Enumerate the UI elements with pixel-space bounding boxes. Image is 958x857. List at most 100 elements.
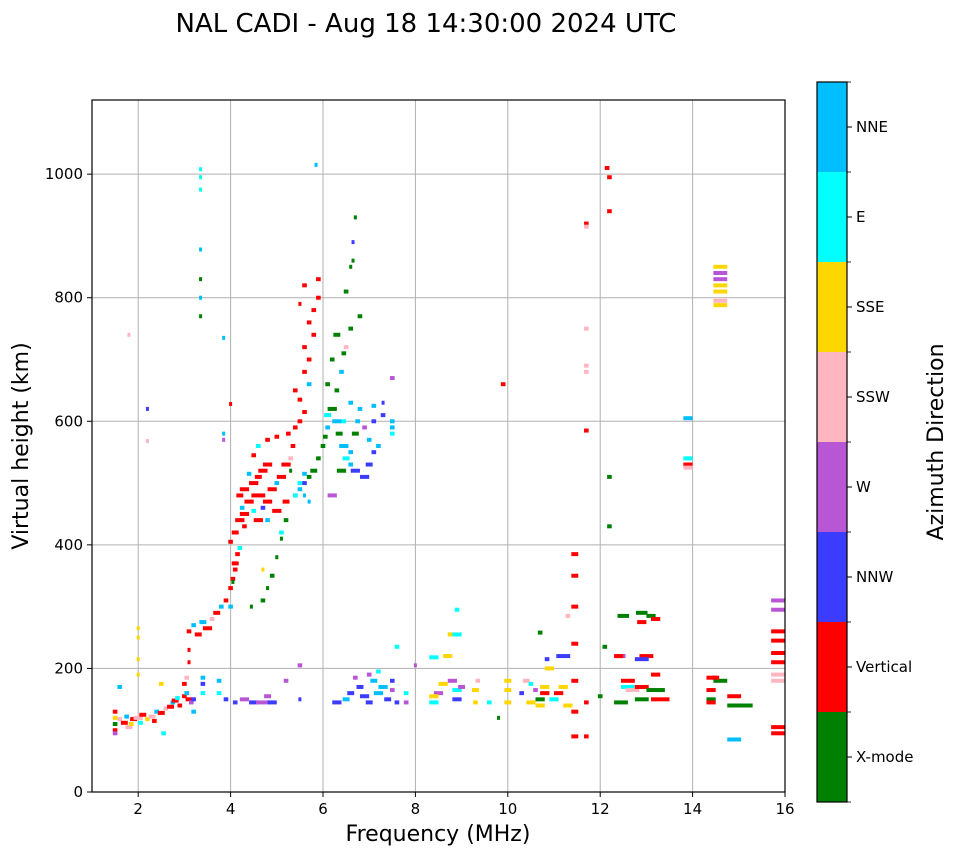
colorbar: X-mode Vertical NNW W SSW SSE E NNE	[816, 81, 913, 803]
data-point	[184, 691, 190, 696]
data-point	[558, 684, 568, 689]
data-point	[327, 493, 337, 498]
data-point	[389, 419, 395, 424]
data-point	[242, 524, 247, 529]
data-point	[504, 700, 512, 705]
data-point	[727, 737, 742, 742]
data-point	[571, 678, 579, 683]
data-point	[614, 654, 624, 659]
data-point	[289, 468, 293, 473]
data-point	[232, 567, 238, 572]
data-point	[571, 552, 579, 557]
data-point	[260, 598, 266, 603]
data-point	[261, 567, 265, 572]
data-point	[683, 465, 693, 470]
data-point	[378, 684, 388, 689]
data-point	[223, 697, 229, 702]
data-point	[125, 725, 133, 730]
data-point	[348, 326, 354, 331]
data-point	[262, 499, 273, 504]
data-point	[323, 434, 328, 439]
data-point	[222, 431, 226, 436]
data-point	[235, 552, 240, 557]
data-point	[139, 712, 147, 717]
data-point	[182, 681, 187, 686]
data-point	[239, 697, 250, 702]
data-point	[128, 722, 134, 727]
data-point	[584, 369, 589, 374]
data-point	[549, 697, 559, 702]
data-point	[607, 524, 612, 529]
y-tick-label: 200	[54, 659, 83, 677]
data-point	[292, 425, 298, 430]
data-point	[540, 684, 550, 689]
data-point	[771, 629, 785, 634]
data-point	[199, 247, 203, 252]
data-point	[571, 604, 579, 609]
data-point	[350, 468, 360, 473]
data-point	[371, 450, 377, 455]
data-point	[403, 691, 409, 696]
data-point	[228, 604, 233, 609]
data-point	[265, 437, 270, 442]
data-point	[175, 696, 180, 701]
colorbar-tick-label: W	[856, 478, 871, 496]
colorbar-tick-label: E	[856, 208, 865, 226]
y-axis-ticks: 0 200 400 600 800 1000	[45, 165, 92, 801]
data-point	[200, 675, 206, 680]
data-point	[497, 715, 501, 720]
data-point	[713, 271, 728, 275]
data-point	[713, 289, 728, 294]
data-point	[231, 561, 239, 566]
data-point	[389, 688, 395, 693]
data-point	[158, 681, 164, 686]
data-point	[389, 678, 395, 683]
data-point	[357, 406, 363, 411]
data-point	[276, 474, 287, 479]
data-point	[286, 431, 291, 436]
data-point	[324, 413, 332, 418]
data-point	[199, 175, 203, 180]
data-point	[634, 657, 649, 662]
data-point	[256, 444, 261, 448]
data-point	[209, 617, 215, 621]
data-point	[384, 697, 392, 702]
data-point	[447, 678, 457, 683]
data-point	[597, 694, 603, 699]
data-point	[607, 209, 612, 214]
data-point	[184, 675, 190, 680]
data-point	[279, 536, 283, 541]
x-tick-label: 10	[498, 800, 517, 818]
data-point	[389, 376, 395, 381]
data-point	[279, 530, 284, 535]
data-point	[366, 672, 372, 677]
data-point	[771, 678, 785, 683]
data-point	[112, 728, 118, 733]
data-point	[620, 678, 635, 683]
y-tick-label: 800	[54, 289, 83, 307]
data-point	[136, 626, 140, 631]
data-point	[186, 629, 192, 634]
data-point	[452, 697, 462, 702]
data-point	[202, 626, 213, 631]
data-point	[213, 610, 221, 615]
data-point	[228, 586, 233, 591]
data-point	[351, 431, 359, 436]
data-point	[394, 644, 400, 649]
data-point	[117, 684, 123, 689]
data-point	[316, 456, 321, 461]
data-point	[199, 187, 203, 192]
data-point	[191, 709, 196, 714]
data-point	[281, 462, 291, 467]
data-point	[216, 678, 222, 683]
data-point	[429, 655, 439, 660]
data-point	[535, 697, 545, 702]
data-point	[239, 487, 250, 492]
data-point	[571, 573, 579, 578]
data-point	[231, 579, 235, 584]
data-point	[771, 598, 785, 603]
data-point	[133, 715, 143, 720]
colorbar-tick-label: SSW	[856, 388, 890, 406]
data-point	[136, 635, 140, 640]
